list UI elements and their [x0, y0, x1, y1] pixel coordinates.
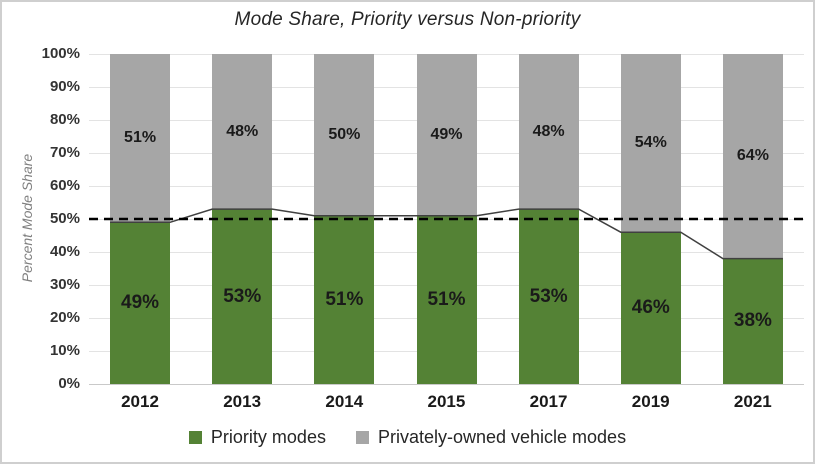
- data-label-priority-2017: 53%: [529, 285, 568, 307]
- data-label-privately-owned-2019: 54%: [634, 134, 667, 152]
- legend-swatch-icon: [188, 431, 202, 444]
- bar-2015: 49% 51%: [416, 54, 477, 384]
- data-label-privately-owned-2014: 50%: [328, 125, 361, 143]
- y-tick-label: 10%: [49, 342, 80, 359]
- x-tick-2012: 2012: [121, 392, 159, 411]
- legend-label: Privately-owned vehicle modes: [377, 427, 627, 447]
- plot-area: 51% 49% 48% 53% 50% 51% 49% 51% 48% 53% 54% 46% 64% 3…: [89, 54, 804, 385]
- legend: Priority modes Privately-owned vehicle mo…: [2, 427, 813, 448]
- y-tick-label: 90%: [49, 78, 80, 95]
- data-label-privately-owned-2017: 48%: [532, 122, 565, 140]
- segment-priority-2019: [620, 232, 681, 384]
- trend-line: [110, 208, 783, 260]
- segment-privately-owned-2014: [314, 54, 375, 216]
- bar-2014: 50% 51%: [314, 54, 375, 384]
- legend-label: Priority modes: [210, 427, 326, 447]
- legend-item-0: Priority modes: [188, 427, 326, 448]
- chart-title: Mode Share, Priority versus Non-priority: [234, 9, 581, 30]
- x-axis: 2012 2013 2014 2015 2017 2019 2021: [89, 392, 804, 414]
- data-label-privately-owned-2012: 51%: [124, 129, 157, 147]
- y-tick-label: 70%: [49, 144, 80, 161]
- segment-priority-2013: [212, 209, 273, 384]
- segment-privately-owned-2017: [518, 54, 579, 210]
- segment-privately-owned-2013: [212, 54, 273, 210]
- segment-privately-owned-2012: [110, 54, 171, 223]
- x-tick-2013: 2013: [223, 392, 262, 411]
- segment-priority-2014: [314, 215, 375, 384]
- line-overlay: [89, 208, 804, 260]
- x-tick-2021: 2021: [733, 392, 772, 411]
- gridline-0: [89, 384, 804, 385]
- bar-2012: 51% 49%: [110, 54, 171, 384]
- bar-2013: 48% 53%: [212, 54, 273, 384]
- data-label-privately-owned-2013: 48%: [226, 122, 259, 140]
- bar-2021: 64% 38%: [722, 54, 783, 384]
- data-label-priority-2019: 46%: [631, 297, 670, 319]
- y-tick-label: 30%: [49, 276, 80, 293]
- data-label-priority-2021: 38%: [733, 310, 772, 332]
- y-tick-label: 40%: [49, 243, 80, 260]
- data-label-priority-2012: 49%: [121, 292, 160, 314]
- legend-item-1: Privately-owned vehicle modes: [355, 427, 627, 448]
- segment-privately-owned-2021: [722, 54, 783, 259]
- y-tick-label: 50%: [49, 210, 80, 227]
- segment-privately-owned-2015: [416, 54, 477, 216]
- data-label-priority-2013: 53%: [223, 285, 262, 307]
- segment-priority-2015: [416, 215, 477, 384]
- bar-2017: 48% 53%: [518, 54, 579, 384]
- data-label-priority-2015: 51%: [427, 288, 466, 310]
- segment-priority-2021: [722, 258, 783, 384]
- x-tick-2014: 2014: [325, 392, 364, 411]
- data-label-priority-2014: 51%: [325, 288, 364, 310]
- data-label-privately-owned-2015: 49%: [430, 125, 463, 143]
- x-tick-2017: 2017: [529, 392, 568, 411]
- y-tick-label: 20%: [49, 309, 80, 326]
- x-tick-2015: 2015: [427, 392, 466, 411]
- y-tick-label: 60%: [49, 177, 80, 194]
- y-tick-label: 0%: [58, 375, 80, 392]
- bar-2019: 54% 46%: [620, 54, 681, 384]
- segment-priority-2012: [110, 222, 171, 384]
- legend-swatch-icon: [355, 431, 369, 444]
- y-tick-label: 100%: [41, 45, 80, 62]
- data-label-privately-owned-2021: 64%: [736, 147, 769, 165]
- segment-priority-2017: [518, 209, 579, 384]
- x-tick-2019: 2019: [631, 392, 670, 411]
- segment-privately-owned-2019: [620, 54, 681, 233]
- y-tick-label: 80%: [49, 111, 80, 128]
